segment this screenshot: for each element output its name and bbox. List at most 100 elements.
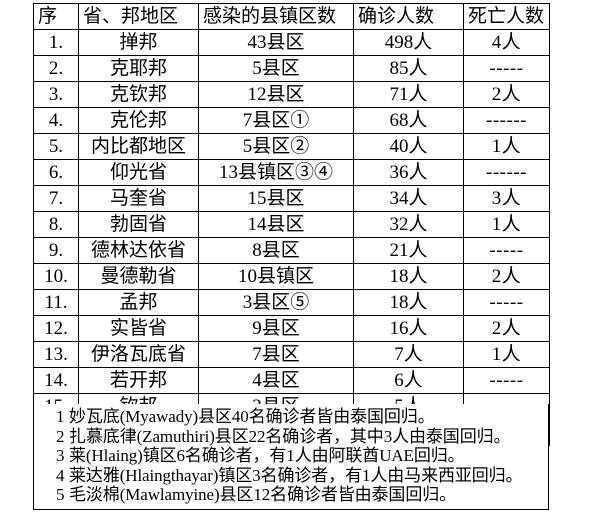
table-row: 12. 实皆省 9县区 16人 2人 (33, 315, 550, 342)
row-deaths: 3人 (463, 185, 550, 212)
table-row: 8. 勃固省 14县区 32人 1人 (33, 211, 550, 238)
table-row: 2. 克耶邦 5县区 85人 ----- (33, 55, 550, 82)
row-index: 2. (33, 55, 79, 82)
row-region: 实皆省 (78, 315, 199, 342)
row-towns: 7县区 (198, 341, 354, 368)
column-header-deaths: 死亡人数 (463, 3, 550, 30)
row-cases: 71人 (353, 81, 464, 108)
row-cases: 68人 (353, 107, 464, 134)
row-towns: 7县区① (198, 107, 354, 134)
row-towns: 3县区⑤ (198, 289, 354, 316)
row-index: 3. (33, 81, 79, 108)
row-towns: 5县区 (198, 55, 354, 82)
table-row: 3. 克钦邦 12县区 71人 2人 (33, 81, 550, 108)
row-deaths: 2人 (463, 263, 550, 290)
row-index: 14. (33, 367, 79, 394)
row-towns: 5县区② (198, 133, 354, 160)
table-row: 9. 德林达依省 8县区 21人 ----- (33, 237, 550, 264)
row-towns: 9县区 (198, 315, 354, 342)
row-towns: 13县镇区③④ (198, 159, 354, 186)
table-row: 11. 孟邦 3县区⑤ 18人 ----- (33, 289, 550, 316)
row-cases: 6人 (353, 367, 464, 394)
row-cases: 498人 (353, 29, 464, 56)
row-index: 7. (33, 185, 79, 212)
row-deaths: ----- (463, 55, 550, 82)
row-index: 11. (33, 289, 79, 316)
footnote-number: 4 (56, 465, 65, 485)
row-index: 5. (33, 133, 79, 160)
footnote-text: 莱(Hlaing)镇区6名确诊者，有1人由阿联酋UAE回归。 (69, 446, 465, 465)
table-row: 6. 仰光省 13县镇区③④ 36人 ------ (33, 159, 550, 186)
row-region: 若开邦 (78, 367, 199, 394)
table-row: 10. 曼德勒省 10县镇区 18人 2人 (33, 263, 550, 290)
row-cases: 36人 (353, 159, 464, 186)
row-region: 掸邦 (78, 29, 199, 56)
row-deaths: ----- (463, 237, 550, 264)
footnote-number: 2 (56, 426, 65, 446)
table-row: 4. 克伦邦 7县区① 68人 ------ (33, 107, 550, 134)
row-region: 仰光省 (78, 159, 199, 186)
row-deaths: 4人 (463, 29, 550, 56)
footnote-number: 1 (56, 407, 65, 426)
table-header-row: 序 省、邦地区 感染的县镇区数 确诊人数 死亡人数 (33, 3, 550, 30)
table-row: 7. 马奎省 15县区 34人 3人 (33, 185, 550, 212)
row-cases: 18人 (353, 289, 464, 316)
row-towns: 43县区 (198, 29, 354, 56)
row-region: 勃固省 (78, 211, 199, 238)
row-cases: 21人 (353, 237, 464, 264)
row-index: 12. (33, 315, 79, 342)
table-row: 1. 掸邦 43县区 498人 4人 (33, 29, 550, 56)
footnote-item: 2 扎慕底律(Zamuthiri)县区22名确诊者，其中3人由泰国回归。 (34, 427, 548, 447)
row-deaths: 2人 (463, 81, 550, 108)
row-towns: 15县区 (198, 185, 354, 212)
covid-region-table: 序 省、邦地区 感染的县镇区数 确诊人数 死亡人数 1. 掸邦 43县区 498… (33, 3, 550, 446)
table-row: 5. 内比都地区 5县区② 40人 1人 (33, 133, 550, 160)
row-deaths: 1人 (463, 211, 550, 238)
footnote-item: 3 莱(Hlaing)镇区6名确诊者，有1人由阿联酋UAE回归。 (34, 446, 548, 466)
row-index: 10. (33, 263, 79, 290)
column-header-cases: 确诊人数 (353, 3, 464, 30)
row-cases: 16人 (353, 315, 464, 342)
row-region: 马奎省 (78, 185, 199, 212)
footnote-number: 3 (56, 446, 65, 465)
row-towns: 12县区 (198, 81, 354, 108)
row-region: 曼德勒省 (78, 263, 199, 290)
row-index: 6. (33, 159, 79, 186)
row-region: 克钦邦 (78, 81, 199, 108)
footnote-text: 莱达雅(Hlaingthayar)镇区3名确诊者，有1人由马来西亚回归。 (69, 465, 523, 485)
table-row: 13. 伊洛瓦底省 7县区 7人 1人 (33, 341, 550, 368)
row-deaths: 2人 (463, 315, 550, 342)
footnote-item: 4 莱达雅(Hlaingthayar)镇区3名确诊者，有1人由马来西亚回归。 (34, 466, 548, 486)
row-region: 内比都地区 (78, 133, 199, 160)
row-index: 1. (33, 29, 79, 56)
row-deaths: ----- (463, 289, 550, 316)
row-region: 克伦邦 (78, 107, 199, 134)
footnote-text: 毛淡棉(Mawlamyine)县区12名确诊者皆由泰国回归。 (69, 485, 457, 504)
row-towns: 4县区 (198, 367, 354, 394)
row-index: 8. (33, 211, 79, 238)
row-cases: 34人 (353, 185, 464, 212)
row-cases: 18人 (353, 263, 464, 290)
row-cases: 32人 (353, 211, 464, 238)
row-index: 4. (33, 107, 79, 134)
row-towns: 8县区 (198, 237, 354, 264)
row-deaths: ------ (463, 107, 550, 134)
column-header-region: 省、邦地区 (78, 3, 199, 30)
column-header-index: 序 (33, 3, 79, 30)
row-region: 伊洛瓦底省 (78, 341, 199, 368)
footnote-item: 5 毛淡棉(Mawlamyine)县区12名确诊者皆由泰国回归。 (34, 485, 548, 505)
footnote-text: 妙瓦底(Myawady)县区40名确诊者皆由泰国回归。 (69, 407, 435, 426)
footnote-number: 5 (56, 485, 65, 504)
footnote-text: 扎慕底律(Zamuthiri)县区22名确诊者，其中3人由泰国回归。 (69, 426, 511, 446)
row-index: 13. (33, 341, 79, 368)
row-index: 9. (33, 237, 79, 264)
row-deaths: 1人 (463, 133, 550, 160)
row-deaths: ------ (463, 159, 550, 186)
table-container: 序 省、邦地区 感染的县镇区数 确诊人数 死亡人数 1. 掸邦 43县区 498… (33, 3, 550, 446)
table-body: 序 省、邦地区 感染的县镇区数 确诊人数 死亡人数 1. 掸邦 43县区 498… (33, 3, 550, 446)
footnote-item: 1 妙瓦底(Myawady)县区40名确诊者皆由泰国回归。 (34, 407, 548, 427)
column-header-towns: 感染的县镇区数 (198, 3, 354, 30)
row-cases: 7人 (353, 341, 464, 368)
row-cases: 40人 (353, 133, 464, 160)
